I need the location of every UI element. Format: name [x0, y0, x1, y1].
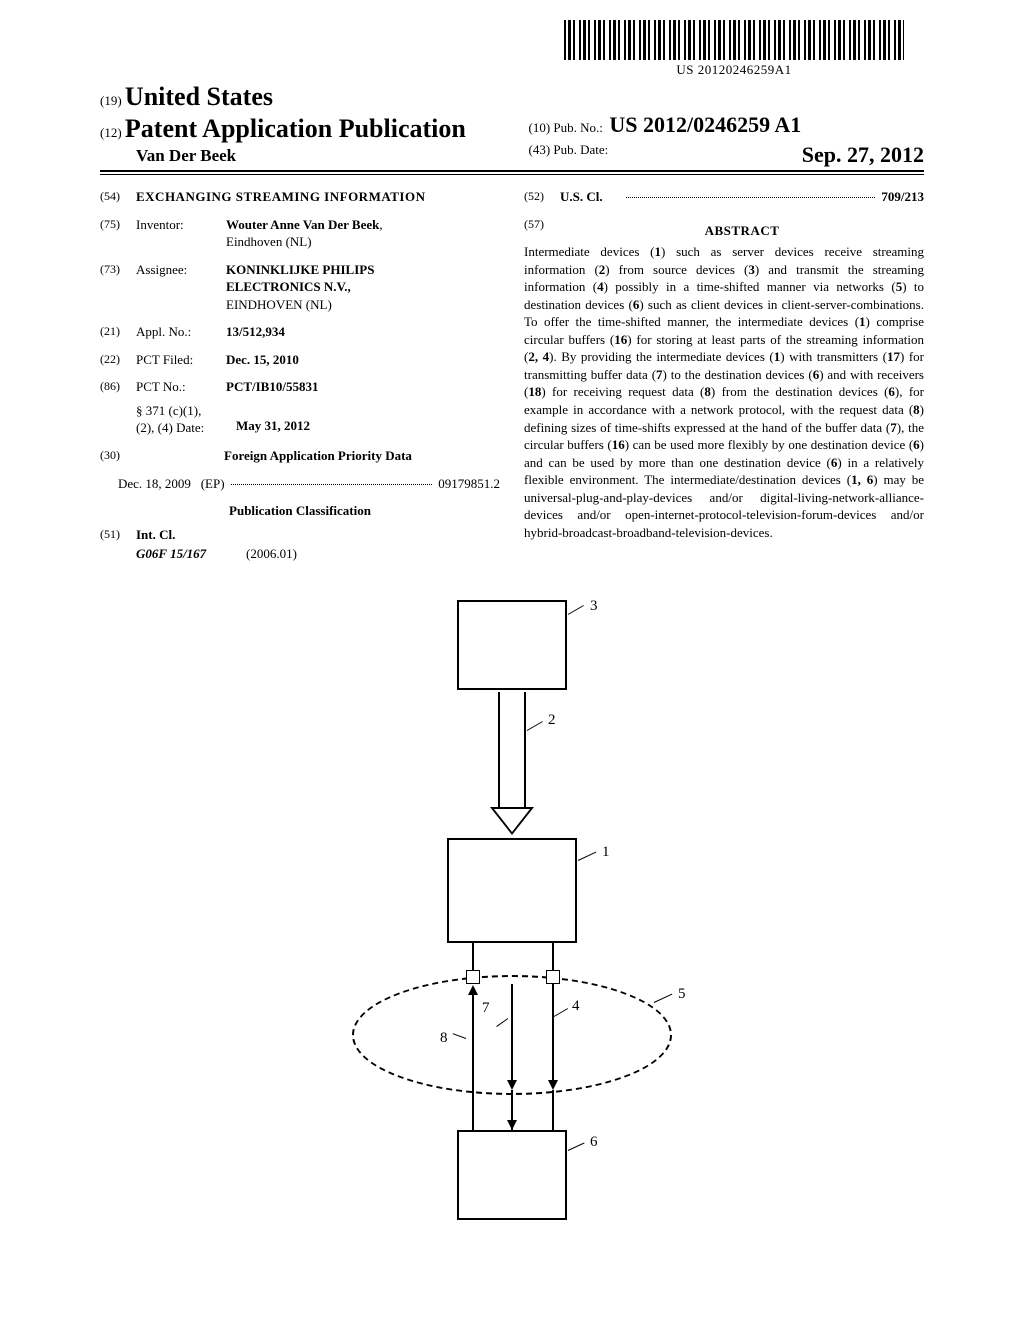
- barcode-text: US 20120246259A1: [564, 62, 904, 78]
- code-52: (52): [524, 188, 560, 206]
- line-bot-left: [472, 1085, 474, 1130]
- arrow-2-shaft: [498, 692, 526, 807]
- num-5: 5: [678, 986, 686, 1003]
- label-pctno: PCT No.:: [136, 378, 226, 396]
- priority-num: 09179851.2: [438, 475, 500, 493]
- pubdate-label: Pub. Date:: [553, 142, 608, 157]
- line-b1-left: [472, 943, 474, 971]
- arrow-4-head: [548, 1080, 558, 1090]
- label-pctfiled: PCT Filed:: [136, 351, 226, 369]
- author: Van Der Beek: [136, 146, 512, 166]
- s371-a: § 371 (c)(1),: [136, 403, 201, 418]
- code-75: (75): [100, 216, 136, 251]
- uscl-value: 709/213: [881, 188, 924, 206]
- applno: 13/512,934: [226, 323, 500, 341]
- code-51: (51): [100, 526, 136, 544]
- pubdate: Sep. 27, 2012: [802, 142, 924, 168]
- label-uscl: U.S. Cl.: [560, 188, 620, 206]
- right-column: (52) U.S. Cl. 709/213 (57) ABSTRACT Inte…: [524, 188, 924, 563]
- num-8: 8: [440, 1030, 448, 1047]
- intcl-code: G06F 15/167: [136, 545, 246, 563]
- pubno-label: Pub. No.:: [553, 120, 602, 135]
- code-54: (54): [100, 188, 136, 206]
- intcl-ver: (2006.01): [246, 545, 297, 563]
- label-inventor: Inventor:: [136, 216, 226, 251]
- code-57: (57): [524, 216, 560, 244]
- barcode-region: US 20120246259A1: [564, 20, 904, 78]
- code-30: (30): [100, 447, 136, 465]
- figure: 3 2 1 5 8 7 4 6: [362, 600, 662, 1260]
- arrow-8-head: [468, 985, 478, 995]
- lead-1: [578, 852, 597, 861]
- arrow-2-head: [490, 807, 534, 835]
- num-3: 3: [590, 598, 598, 615]
- priority-date: Dec. 18, 2009: [118, 475, 191, 493]
- left-column: (54) EXCHANGING STREAMING INFORMATION (7…: [100, 188, 500, 563]
- heading-pubclass: Publication Classification: [100, 502, 500, 520]
- s371-b: (2), (4) Date:: [136, 420, 204, 435]
- dots-1: [231, 475, 433, 485]
- rule-thin: [100, 174, 924, 175]
- conn-top-right: [546, 970, 560, 984]
- assignee-3: EINDHOVEN (NL): [226, 297, 332, 312]
- arrow-7-head: [507, 1080, 517, 1090]
- lead-2: [527, 721, 543, 731]
- lead-5: [654, 994, 673, 1003]
- fig-box-6: [457, 1130, 567, 1220]
- heading-priority: Foreign Application Priority Data: [136, 447, 500, 465]
- num-6: 6: [590, 1134, 598, 1151]
- num-4: 4: [572, 998, 580, 1015]
- header-left: (19) United States (12) Patent Applicati…: [100, 82, 512, 166]
- assignee-2: ELECTRONICS N.V.: [226, 279, 348, 294]
- arrow-4: [552, 984, 554, 1080]
- code-21: (21): [100, 323, 136, 341]
- lead-3: [568, 605, 584, 615]
- code-86: (86): [100, 378, 136, 396]
- arrow-7: [511, 984, 513, 1080]
- assignee-1: KONINKLIJKE PHILIPS: [226, 262, 374, 277]
- pubno: US 2012/0246259 A1: [609, 112, 801, 137]
- country: United States: [125, 82, 273, 111]
- code-43: (43): [528, 142, 550, 157]
- label-intcl: Int. Cl.: [136, 526, 175, 544]
- pub-type: Patent Application Publication: [125, 114, 466, 143]
- label-applno: Appl. No.:: [136, 323, 226, 341]
- columns: (54) EXCHANGING STREAMING INFORMATION (7…: [100, 188, 924, 563]
- fig-box-1: [447, 838, 577, 943]
- inventor-loc: Eindhoven (NL): [226, 234, 312, 249]
- heading-abstract: ABSTRACT: [560, 222, 924, 240]
- num-1: 1: [602, 844, 610, 861]
- s371-date: May 31, 2012: [236, 402, 500, 437]
- code-22: (22): [100, 351, 136, 369]
- num-7: 7: [482, 1000, 490, 1017]
- title: EXCHANGING STREAMING INFORMATION: [136, 188, 426, 206]
- code-10: (10): [528, 120, 550, 135]
- head-bot-mid: [507, 1120, 517, 1130]
- num-2: 2: [548, 712, 556, 729]
- rule-thick: [100, 170, 924, 172]
- line-b1-right: [552, 943, 554, 971]
- pctno: PCT/IB10/55831: [226, 378, 500, 396]
- barcode: [564, 20, 904, 60]
- abstract-text: Intermediate devices (1) such as server …: [524, 243, 924, 541]
- code-12: (12): [100, 125, 122, 140]
- fig-box-3: [457, 600, 567, 690]
- lead-6: [568, 1142, 585, 1151]
- header-right: (10) Pub. No.: US 2012/0246259 A1 (43) P…: [528, 82, 924, 168]
- label-assignee: Assignee:: [136, 261, 226, 314]
- code-19: (19): [100, 93, 122, 108]
- line-bot-right: [552, 1090, 554, 1130]
- priority-cc: (EP): [201, 475, 225, 493]
- pctfiled: Dec. 15, 2010: [226, 351, 500, 369]
- arrow-8: [472, 995, 474, 1085]
- inventor-name: Wouter Anne Van Der Beek: [226, 217, 379, 232]
- code-73: (73): [100, 261, 136, 314]
- header: (19) United States (12) Patent Applicati…: [100, 82, 924, 168]
- conn-top-left: [466, 970, 480, 984]
- dots-2: [626, 188, 875, 198]
